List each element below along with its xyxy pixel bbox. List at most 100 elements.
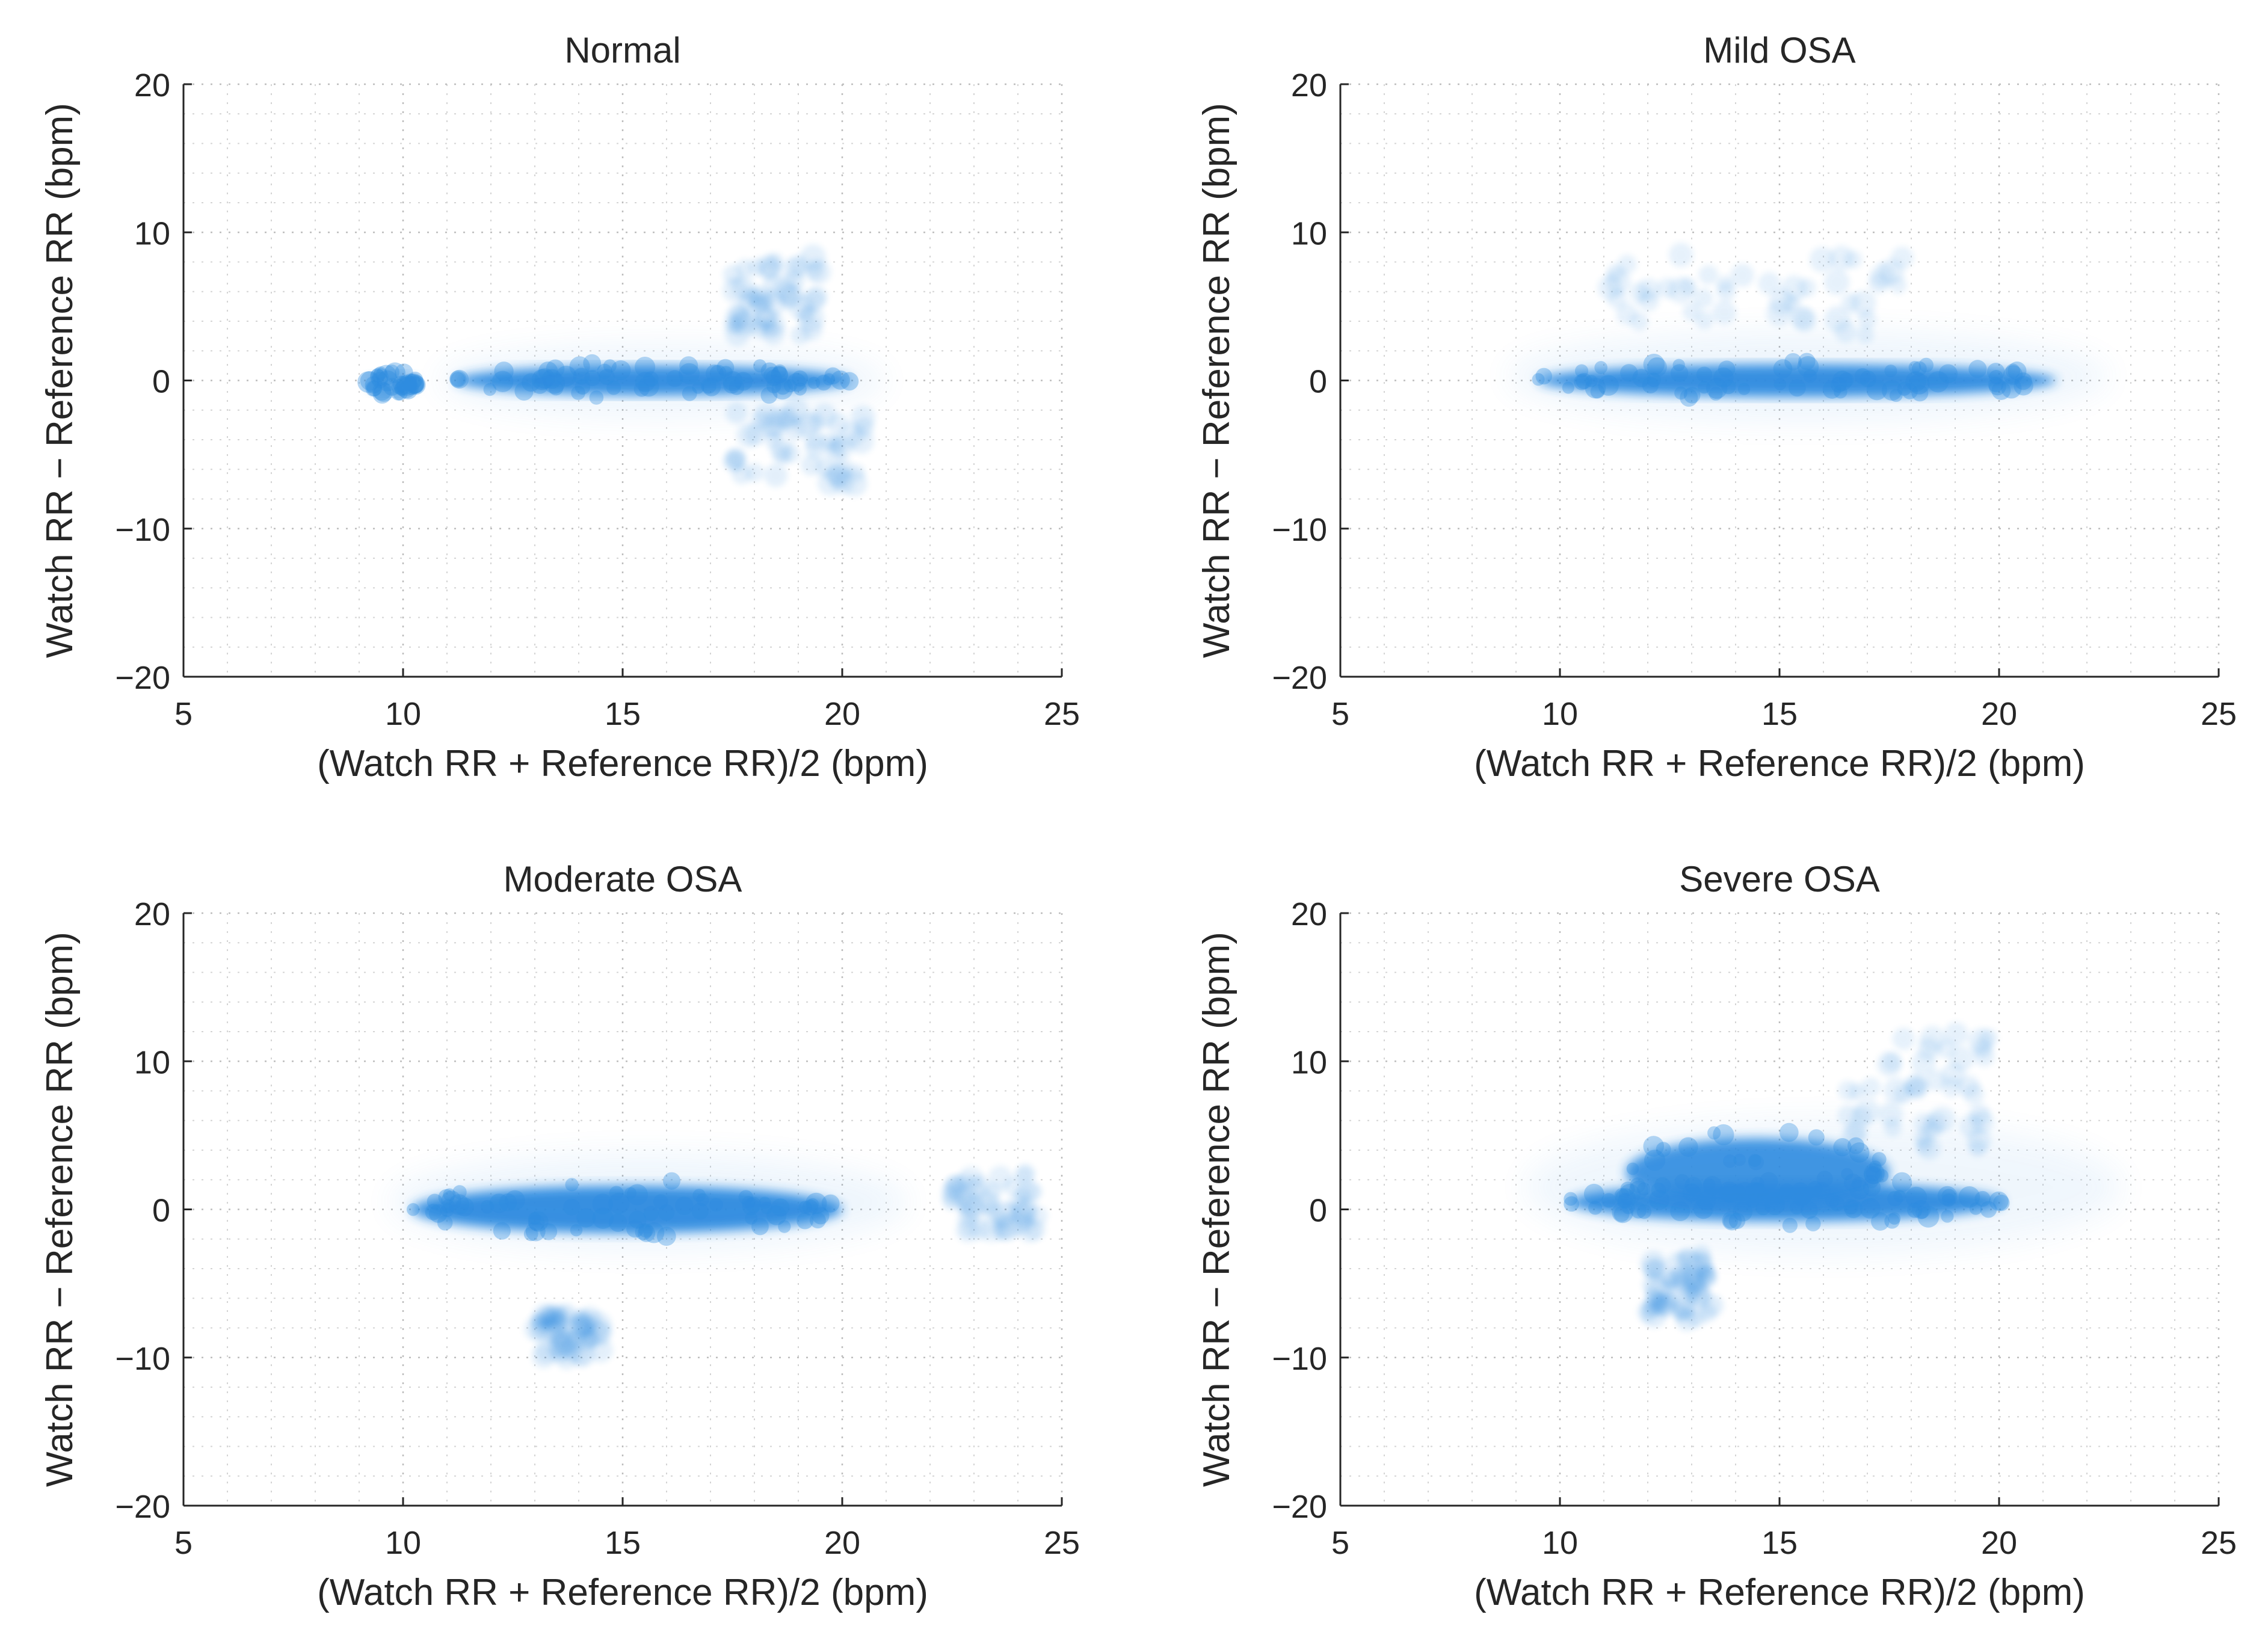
data-point	[850, 405, 875, 431]
data-point	[1642, 1258, 1665, 1279]
data-point	[404, 373, 418, 386]
y-tick-label: 10	[1291, 1044, 1327, 1080]
data-point	[1657, 278, 1678, 299]
data-point	[723, 450, 745, 472]
x-tick-label: 20	[824, 1525, 860, 1561]
data-point	[396, 376, 415, 395]
minor-grid	[1340, 84, 2219, 677]
data-point	[1698, 265, 1718, 285]
x-axis-label: (Watch RR + Reference RR)/2 (bpm)	[317, 743, 928, 784]
data-point	[806, 413, 825, 431]
data-point	[1687, 1308, 1706, 1328]
data-point	[1968, 1103, 1991, 1125]
data-point	[764, 463, 787, 487]
y-axis-label: Watch RR − Reference RR (bpm)	[39, 103, 81, 658]
data-point	[988, 1165, 1013, 1190]
x-tick-label: 5	[174, 696, 193, 732]
x-tick-label: 15	[1761, 1525, 1798, 1561]
data-point	[377, 370, 398, 392]
x-tick-label: 15	[605, 696, 641, 732]
data-point	[783, 398, 809, 424]
data-point	[406, 377, 424, 393]
data-point	[1882, 1052, 1902, 1072]
data-point	[1678, 277, 1696, 295]
data-point	[764, 430, 783, 449]
data-point	[1825, 306, 1851, 333]
data-point	[552, 1329, 578, 1355]
data-point	[392, 385, 408, 401]
data-point	[1692, 1253, 1712, 1272]
data-point	[1860, 1077, 1881, 1098]
x-tick-label: 25	[1044, 696, 1080, 732]
data-point	[384, 362, 405, 383]
data-point	[1642, 1272, 1668, 1298]
data-point	[403, 373, 425, 394]
series-lower-tail	[723, 398, 875, 497]
data-point	[1841, 293, 1860, 312]
series-upper-outliers	[1597, 242, 1914, 343]
data-point	[1892, 1027, 1915, 1050]
data-point	[384, 364, 399, 380]
cloud-mark	[368, 373, 416, 394]
data-point	[759, 257, 781, 280]
y-tick-label: 10	[134, 1044, 170, 1080]
data-point	[365, 380, 382, 397]
x-tick-label: 15	[605, 1525, 641, 1561]
data-point	[1941, 1077, 1962, 1098]
data-point	[396, 378, 416, 398]
data-point	[1663, 1270, 1681, 1289]
data-point	[944, 1185, 963, 1202]
x-tick-label: 10	[385, 696, 421, 732]
data-point	[394, 381, 409, 396]
x-axis-label: (Watch RR + Reference RR)/2 (bpm)	[1474, 743, 2085, 784]
x-axis-label: (Watch RR + Reference RR)/2 (bpm)	[1474, 1572, 2085, 1613]
data-point	[1962, 1083, 1985, 1105]
y-tick-label: 20	[1291, 896, 1327, 932]
y-tick-label: 0	[1309, 364, 1327, 400]
data-point	[955, 1172, 973, 1190]
data-point	[1844, 250, 1863, 269]
series-low-cluster	[357, 362, 426, 404]
data-point	[816, 457, 836, 478]
chart-panel-2: 5 10 15 20 25 −20 −10 0 10 20 Mild OSA (Watch RR + …	[1196, 30, 2237, 784]
data-point	[399, 375, 412, 389]
y-axis-label: Watch RR − Reference RR (bpm)	[1196, 932, 1237, 1487]
halo-mark	[438, 345, 886, 416]
data-point	[1672, 1304, 1690, 1322]
data-point	[984, 1201, 1002, 1220]
series-halo	[1524, 1120, 2122, 1254]
data-point	[1878, 1102, 1903, 1127]
x-tick-label: 10	[1542, 696, 1578, 732]
halo-mark	[1507, 331, 2109, 420]
y-axis-label: Watch RR − Reference RR (bpm)	[1196, 103, 1237, 658]
data-point	[1012, 1201, 1037, 1227]
data-point	[726, 402, 748, 424]
x-tick-label: 20	[1981, 696, 2017, 732]
x-tick-label: 5	[1331, 696, 1349, 732]
data-point	[395, 363, 413, 382]
data-point	[1682, 302, 1701, 321]
data-point	[1968, 1028, 1993, 1053]
x-tick-label: 20	[1981, 1525, 2017, 1561]
chart-panel-3: 5 10 15 20 25 −20 −10 0 10 20 Moderate OSA (Watch R…	[39, 859, 1080, 1613]
y-tick-label: 0	[152, 1193, 170, 1229]
data-point	[547, 1313, 570, 1335]
x-tick-label: 5	[1331, 1525, 1349, 1561]
y-tick-label: −10	[115, 1341, 170, 1377]
data-point	[401, 375, 417, 391]
data-point	[736, 423, 761, 448]
data-point	[357, 371, 379, 393]
series-halo	[1507, 331, 2109, 420]
data-point	[1712, 300, 1737, 325]
data-point	[407, 371, 424, 388]
x-tick-label: 25	[1044, 1525, 1080, 1561]
x-axis-label: (Watch RR + Reference RR)/2 (bpm)	[317, 1572, 928, 1613]
data-point	[1617, 254, 1637, 274]
series-halo	[438, 345, 886, 416]
series-upper-outliers	[1837, 1022, 1998, 1160]
series-upper-outliers	[723, 244, 831, 346]
y-tick-label: −10	[1272, 512, 1327, 548]
data-point	[392, 375, 410, 393]
data-series	[1524, 1022, 2122, 1331]
